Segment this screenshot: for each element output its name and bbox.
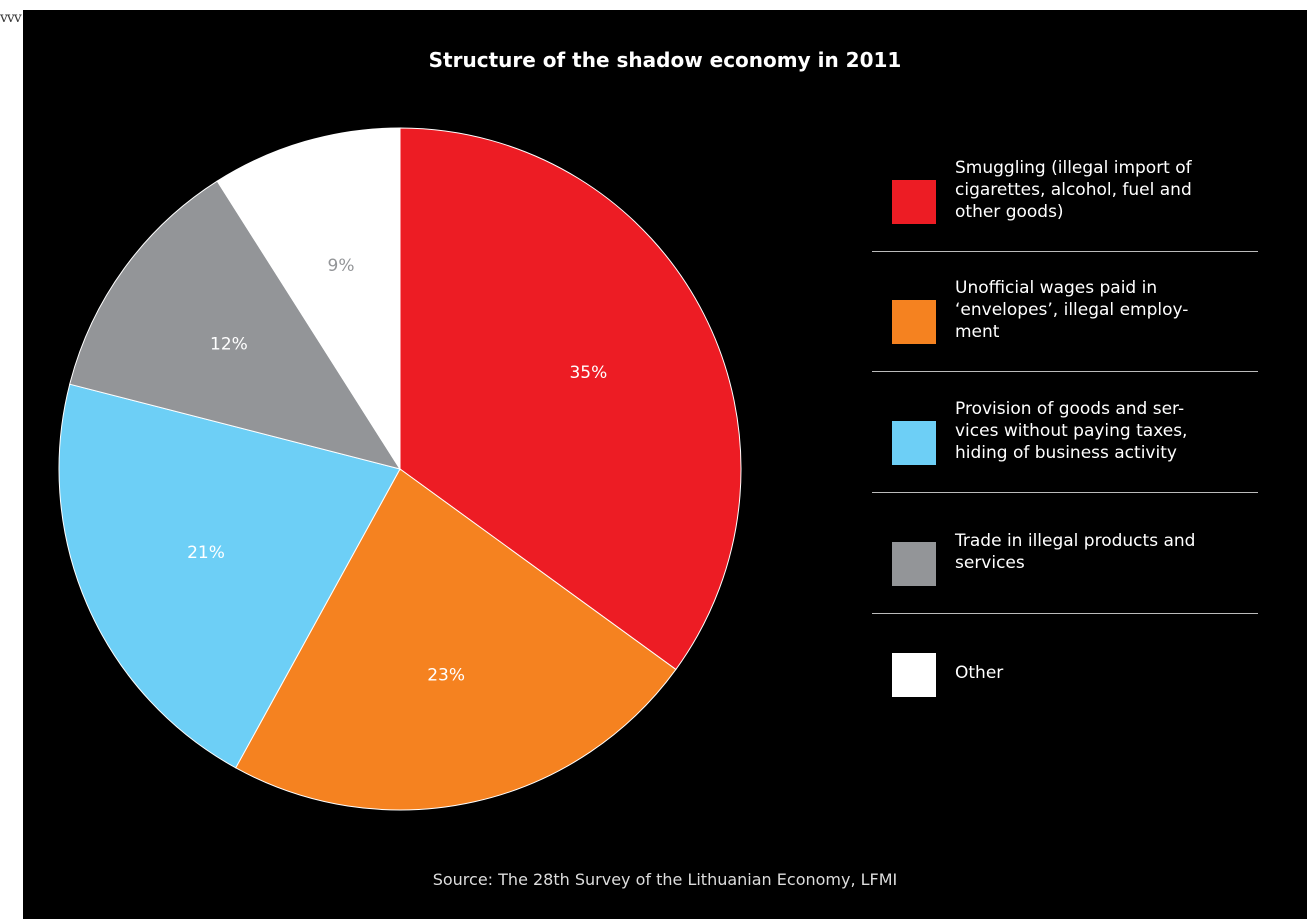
legend-label-other: Other [955, 663, 1004, 683]
legend-swatch-unofficial-wages [892, 300, 936, 344]
legend-swatch-illegal-trade [892, 542, 936, 586]
data-label-unofficial-wages: 23% [427, 665, 465, 685]
legend-item-unofficial-wages: Unofficial wages paid in ‘envelopes’, il… [872, 262, 1258, 382]
chart-title: Structure of the shadow economy in 2011 [428, 48, 902, 72]
legend-item-untaxed-services: Provision of goods and ser- vices withou… [872, 383, 1258, 503]
chart-panel: Structure of the shadow economy in 2011 … [23, 10, 1307, 919]
pie-slice-unofficial-wages [235, 468, 677, 811]
legend-divider [872, 251, 1258, 252]
data-label-untaxed-services: 21% [187, 543, 225, 563]
legend-item-other: Other [872, 625, 1258, 745]
data-label-other: 9% [328, 256, 355, 276]
data-label-illegal-trade: 12% [210, 335, 248, 355]
legend-item-illegal-trade: Trade in illegal products and services [872, 504, 1258, 624]
legend-divider [872, 613, 1258, 614]
legend-item-smuggling: Smuggling (illegal import of cigarettes,… [872, 142, 1258, 262]
corner-mark: vvv [0, 10, 22, 26]
pie-slice-illegal-trade [69, 180, 402, 470]
chart-source: Source: The 28th Survey of the Lithuania… [432, 870, 898, 889]
legend-label-illegal-trade: Trade in illegal products and services [955, 531, 1196, 573]
legend-label-unofficial-wages: Unofficial wages paid in ‘envelopes’, il… [955, 278, 1189, 342]
legend-swatch-smuggling [892, 180, 936, 224]
pie-slice-other [216, 127, 401, 471]
pie-chart: 35% 23% 21% 12% 9% [58, 127, 742, 811]
legend-swatch-untaxed-services [892, 421, 936, 465]
data-label-smuggling: 35% [569, 363, 607, 383]
legend-divider [872, 371, 1258, 372]
legend-label-untaxed-services: Provision of goods and ser- vices withou… [955, 399, 1188, 463]
legend-label-smuggling: Smuggling (illegal import of cigarettes,… [955, 158, 1192, 222]
pie-slice-untaxed-services [58, 383, 401, 769]
pie-slice-smuggling [399, 127, 742, 671]
legend-swatch-other [892, 653, 936, 697]
legend-divider [872, 492, 1258, 493]
